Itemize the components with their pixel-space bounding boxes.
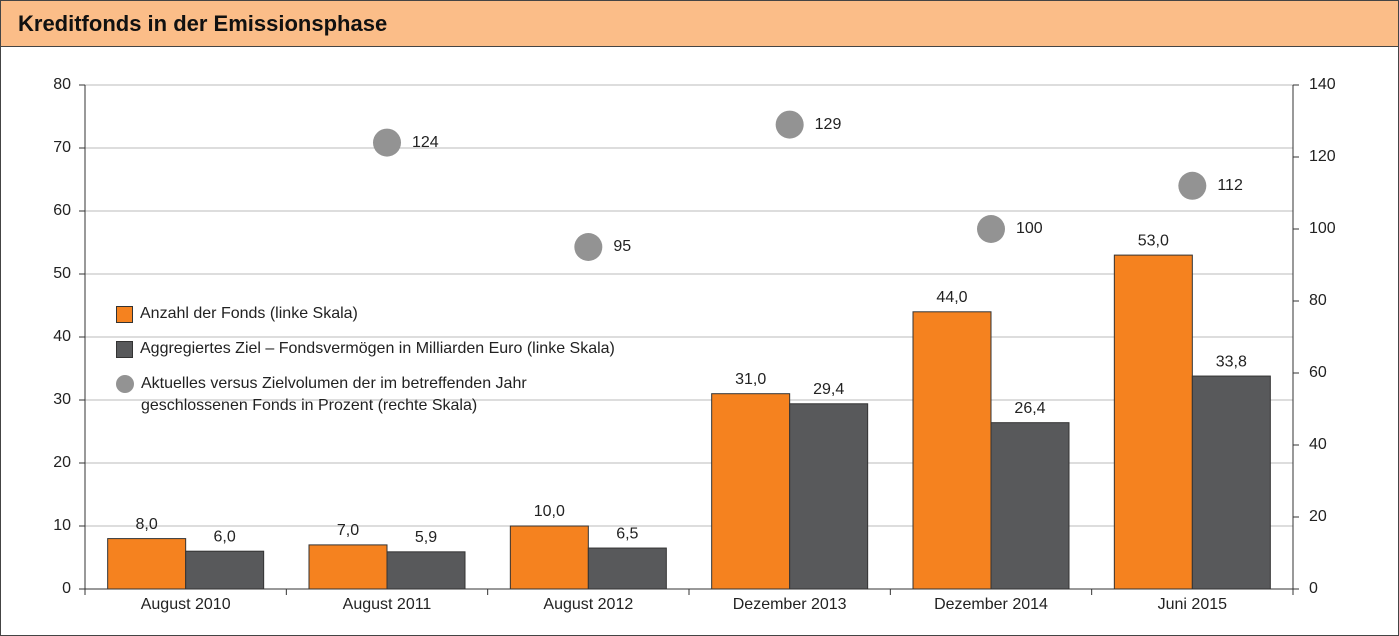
bar-label: 7,0 xyxy=(337,522,359,539)
bar xyxy=(1113,254,1193,590)
dot xyxy=(775,110,804,139)
dot xyxy=(977,215,1005,243)
dot-label: 95 xyxy=(613,238,631,255)
bar xyxy=(386,551,466,590)
dot-label: 112 xyxy=(1217,177,1243,194)
bar-label: 6,0 xyxy=(214,528,236,545)
dot-label: 100 xyxy=(1016,220,1043,237)
bar-label: 31,0 xyxy=(735,371,766,388)
y-tick-label: 70 xyxy=(53,139,71,156)
bar-label: 8,0 xyxy=(136,516,158,533)
bar-label: 44,0 xyxy=(936,289,967,306)
x-tick-label: August 2012 xyxy=(543,596,633,613)
y2-tick-label: 0 xyxy=(1309,580,1318,597)
y-tick-label: 60 xyxy=(53,202,71,219)
legend-swatch xyxy=(116,341,133,358)
bar xyxy=(107,538,187,590)
bar xyxy=(308,544,388,590)
legend-label: Anzahl der Fonds (linke Skala) xyxy=(140,305,358,322)
bar xyxy=(789,403,869,590)
x-tick-label: Dezember 2014 xyxy=(934,596,1048,613)
header xyxy=(0,0,1399,47)
y2-tick-label: 80 xyxy=(1309,292,1327,309)
x-tick-label: August 2011 xyxy=(343,596,432,613)
bar-label: 29,4 xyxy=(813,381,844,398)
bar-label: 26,4 xyxy=(1014,400,1045,417)
legend-item: Aggregiertes Ziel – Fondsvermögen in Mil… xyxy=(116,339,640,360)
y-tick-label: 80 xyxy=(53,76,71,93)
bar xyxy=(912,311,992,590)
bar xyxy=(990,422,1070,590)
legend-item: Anzahl der Fonds (linke Skala) xyxy=(116,304,640,325)
legend-label: Aktuelles versus Zielvolumen der im betr… xyxy=(141,375,527,414)
bar-label: 33,8 xyxy=(1216,353,1247,370)
y2-tick-label: 120 xyxy=(1309,148,1336,165)
y2-tick-label: 60 xyxy=(1309,364,1327,381)
bar xyxy=(509,525,589,590)
bar-label: 10,0 xyxy=(534,503,565,520)
x-tick-label: Dezember 2013 xyxy=(733,596,847,613)
bar-label: 53,0 xyxy=(1138,232,1169,249)
y-tick-label: 40 xyxy=(53,328,71,345)
y2-tick-label: 100 xyxy=(1309,220,1336,237)
dot xyxy=(1178,171,1207,200)
bar xyxy=(587,547,667,590)
chart-title: Kreditfonds in der Emissionsphase xyxy=(18,11,387,36)
bar-label: 5,9 xyxy=(415,529,437,546)
bar-label: 6,5 xyxy=(616,525,638,542)
y2-tick-label: 40 xyxy=(1309,436,1327,453)
bar xyxy=(185,550,265,590)
legend-label: Aggregiertes Ziel – Fondsvermögen in Mil… xyxy=(140,340,615,357)
y-tick-label: 10 xyxy=(53,517,71,534)
x-tick-label: August 2010 xyxy=(141,596,231,613)
dot xyxy=(373,128,401,157)
bar xyxy=(1191,375,1271,590)
legend-swatch xyxy=(116,306,133,323)
dot xyxy=(574,233,603,261)
bar xyxy=(711,393,791,590)
y2-tick-label: 20 xyxy=(1309,508,1327,525)
y2-tick-label: 140 xyxy=(1309,76,1336,93)
y-tick-label: 30 xyxy=(53,391,71,408)
y-tick-label: 50 xyxy=(53,265,71,282)
legend-swatch xyxy=(116,375,134,393)
x-tick-label: Juni 2015 xyxy=(1158,596,1227,613)
dot-label: 129 xyxy=(815,116,842,133)
y-tick-label: 0 xyxy=(62,580,71,597)
legend: Anzahl der Fonds (linke Skala) Aggregiert… xyxy=(116,304,640,431)
dot-label: 124 xyxy=(412,134,439,151)
y-tick-label: 20 xyxy=(53,454,71,471)
legend-item: Aktuelles versus Zielvolumen der im betr… xyxy=(116,374,640,417)
